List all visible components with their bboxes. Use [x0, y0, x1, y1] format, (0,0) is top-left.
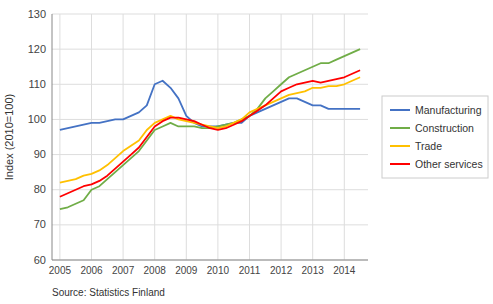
x-tick-label: 2009: [175, 265, 198, 276]
y-tick-label: 100: [28, 113, 46, 125]
grid-line: [91, 14, 92, 260]
y-axis: [52, 14, 53, 260]
grid-line: [217, 14, 218, 260]
x-tick-label: 2007: [112, 265, 135, 276]
series-group: [60, 49, 360, 209]
legend-entry: Trade: [415, 140, 442, 152]
grid-line: [52, 154, 368, 155]
series-line: [60, 70, 360, 197]
grid-line: [249, 14, 250, 260]
y-tick-label: 60: [34, 254, 46, 266]
x-tick-label: 2008: [144, 265, 167, 276]
grid-line: [52, 189, 368, 190]
x-tick-label: 2010: [207, 265, 230, 276]
grid-line: [281, 14, 282, 260]
grid-line: [312, 14, 313, 260]
y-tick-label: 70: [34, 218, 46, 230]
source-note: Source: Statistics Finland: [52, 287, 165, 298]
y-tick-label: 90: [34, 148, 46, 160]
legend-frame: [382, 96, 488, 178]
legend-swatch: [390, 109, 410, 111]
grid-line: [52, 260, 368, 261]
series-line: [60, 49, 360, 209]
grid-line: [52, 49, 368, 50]
x-tick-label: 2006: [80, 265, 103, 276]
legend-entry: Other services: [415, 158, 483, 170]
legend: Manufacturing Construction Trade Other serv…: [382, 96, 488, 178]
grid-line: [52, 224, 368, 225]
y-axis-label: Index (2010=100): [3, 94, 15, 181]
legend-entry: Manufacturing: [415, 104, 482, 116]
grid-line: [344, 14, 345, 260]
y-tick-label: 120: [28, 43, 46, 55]
legend-swatch: [390, 163, 410, 165]
x-tick-label: 2011: [239, 265, 261, 276]
legend-swatch: [390, 145, 410, 147]
x-tick-label: 2014: [333, 265, 356, 276]
x-tick-label: 2012: [270, 265, 293, 276]
x-axis: [52, 260, 368, 261]
grid-line: [123, 14, 124, 260]
chart: 60 70 80 90 100 110 120 130 2005 2006 2007 2008 2009…: [0, 0, 493, 304]
y-tick-label: 130: [28, 8, 46, 20]
y-tick-label: 80: [34, 183, 46, 195]
grid-line: [52, 119, 368, 120]
x-tick-label: 2005: [49, 265, 72, 276]
grid-line: [52, 14, 368, 15]
legend-entry: Construction: [415, 122, 474, 134]
grid-line: [52, 84, 368, 85]
grid: [52, 14, 368, 260]
x-tick-label: 2013: [302, 265, 325, 276]
grid-line: [186, 14, 187, 260]
y-tick-label: 110: [28, 78, 46, 90]
legend-swatch: [390, 127, 410, 129]
grid-line: [154, 14, 155, 260]
series-line: [60, 77, 360, 182]
grid-line: [59, 14, 60, 260]
